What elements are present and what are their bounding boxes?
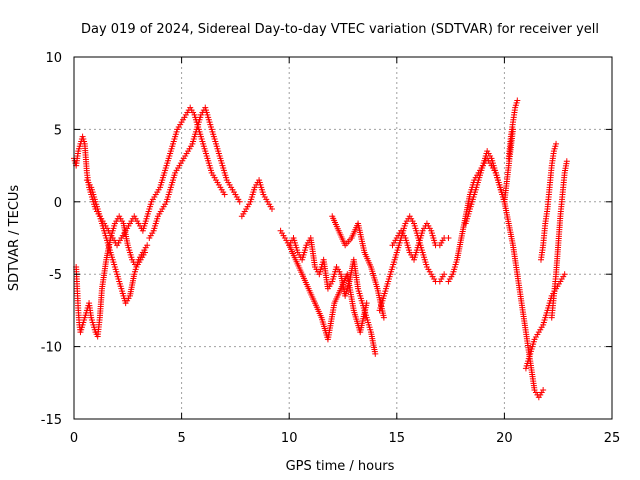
- y-tick-label: -15: [41, 413, 62, 428]
- y-tick-label: -5: [49, 268, 62, 283]
- y-tick-label: 10: [45, 51, 62, 66]
- series-satellite-track-9: [376, 213, 448, 314]
- plot-frame: [73, 56, 613, 420]
- data-points: [71, 97, 570, 401]
- x-tick-label: 5: [177, 431, 185, 446]
- data-point: [441, 271, 448, 278]
- chart-title: Day 019 of 2024, Sidereal Day-to-day VTE…: [81, 22, 599, 37]
- data-point: [372, 350, 379, 357]
- y-tick-label: 0: [54, 196, 62, 211]
- series-satellite-track-14: [522, 271, 568, 372]
- x-tick-label: 20: [496, 431, 513, 446]
- series-satellite-track-7: [286, 242, 370, 343]
- series-satellite-track-16: [548, 158, 570, 321]
- data-point: [563, 158, 570, 165]
- data-point: [144, 242, 151, 249]
- x-tick-label: 0: [70, 431, 78, 446]
- x-tick-label: 10: [281, 431, 298, 446]
- series-satellite-track-11: [445, 155, 547, 401]
- x-axis-title: GPS time / hours: [286, 459, 395, 474]
- series-satellite-track-13: [505, 97, 521, 162]
- axis-ticks: 0 5 10 15 20 25 -15 -10 -5 0 5 10: [41, 51, 621, 446]
- data-point: [236, 198, 243, 205]
- y-tick-label: 5: [54, 123, 62, 138]
- series-satellite-track-1: [71, 104, 228, 249]
- series-satellite-track-15: [537, 140, 560, 263]
- data-point: [553, 140, 560, 147]
- series-satellite-track-5: [238, 177, 275, 220]
- data-point: [561, 271, 568, 278]
- series-satellite-track-10: [389, 220, 452, 263]
- data-point: [221, 191, 228, 198]
- data-point: [514, 97, 521, 104]
- data-point: [363, 300, 370, 307]
- series-satellite-track-2: [73, 213, 149, 340]
- data-point: [445, 235, 452, 241]
- series-satellite-track-4: [146, 104, 243, 241]
- series-satellite-track-3: [83, 177, 151, 307]
- x-tick-label: 25: [604, 431, 621, 446]
- data-point: [268, 206, 275, 213]
- y-axis-title: SDTVAR / TECUs: [7, 185, 22, 292]
- data-point: [540, 387, 547, 394]
- x-tick-label: 15: [389, 431, 406, 446]
- y-tick-label: -10: [41, 341, 62, 356]
- data-point: [380, 314, 387, 321]
- series-satellite-track-6: [277, 227, 379, 357]
- series-satellite-track-8: [329, 213, 387, 321]
